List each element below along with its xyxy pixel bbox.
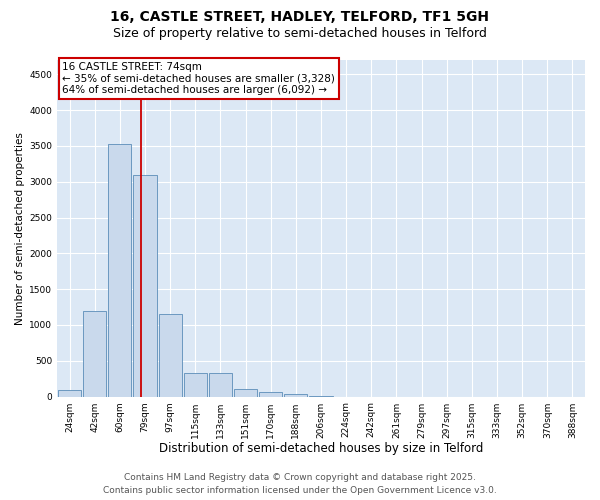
Bar	[184, 373, 207, 396]
X-axis label: Distribution of semi-detached houses by size in Telford: Distribution of semi-detached houses by …	[159, 442, 483, 455]
Bar	[259, 392, 282, 396]
Bar	[209, 373, 232, 396]
Bar	[284, 394, 307, 396]
Bar	[58, 390, 81, 396]
Text: 16 CASTLE STREET: 74sqm
← 35% of semi-detached houses are smaller (3,328)
64% of: 16 CASTLE STREET: 74sqm ← 35% of semi-de…	[62, 62, 335, 95]
Bar	[109, 144, 131, 397]
Text: Contains HM Land Registry data © Crown copyright and database right 2025.
Contai: Contains HM Land Registry data © Crown c…	[103, 474, 497, 495]
Bar	[234, 388, 257, 396]
Text: 16, CASTLE STREET, HADLEY, TELFORD, TF1 5GH: 16, CASTLE STREET, HADLEY, TELFORD, TF1 …	[110, 10, 490, 24]
Bar	[83, 312, 106, 396]
Bar	[133, 174, 157, 396]
Text: Size of property relative to semi-detached houses in Telford: Size of property relative to semi-detach…	[113, 28, 487, 40]
Bar	[158, 314, 182, 396]
Y-axis label: Number of semi-detached properties: Number of semi-detached properties	[15, 132, 25, 324]
